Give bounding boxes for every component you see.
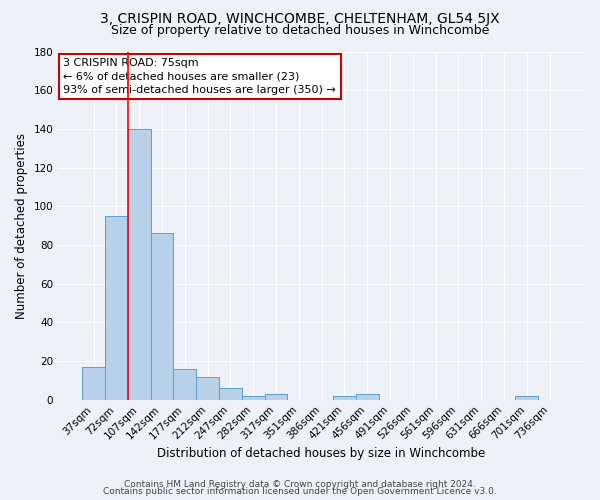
Bar: [242, 396, 265, 400]
Y-axis label: Number of detached properties: Number of detached properties: [15, 132, 28, 318]
Text: Contains public sector information licensed under the Open Government Licence v3: Contains public sector information licen…: [103, 487, 497, 496]
Text: Contains HM Land Registry data © Crown copyright and database right 2024.: Contains HM Land Registry data © Crown c…: [124, 480, 476, 489]
Text: 3, CRISPIN ROAD, WINCHCOMBE, CHELTENHAM, GL54 5JX: 3, CRISPIN ROAD, WINCHCOMBE, CHELTENHAM,…: [100, 12, 500, 26]
Text: Size of property relative to detached houses in Winchcombe: Size of property relative to detached ho…: [111, 24, 489, 37]
Bar: [265, 394, 287, 400]
Bar: [356, 394, 379, 400]
Bar: [128, 129, 151, 400]
Bar: [173, 369, 196, 400]
Bar: [333, 396, 356, 400]
Text: 3 CRISPIN ROAD: 75sqm
← 6% of detached houses are smaller (23)
93% of semi-detac: 3 CRISPIN ROAD: 75sqm ← 6% of detached h…: [64, 58, 336, 95]
Bar: [82, 367, 105, 400]
X-axis label: Distribution of detached houses by size in Winchcombe: Distribution of detached houses by size …: [157, 447, 486, 460]
Bar: [219, 388, 242, 400]
Bar: [196, 376, 219, 400]
Bar: [105, 216, 128, 400]
Bar: [515, 396, 538, 400]
Bar: [151, 234, 173, 400]
